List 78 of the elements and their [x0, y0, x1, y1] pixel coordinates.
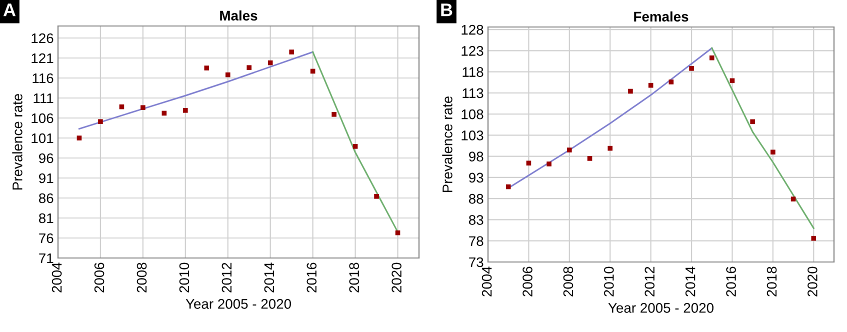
y-tick-label: 78	[469, 236, 484, 246]
y-tick-label: 128	[462, 24, 484, 35]
point	[770, 150, 776, 155]
x-tick-label: 2020	[808, 266, 818, 296]
x-axis-title: Year 2005 - 2020	[186, 298, 291, 309]
x-tick-label: 2018	[766, 266, 777, 296]
point	[628, 88, 633, 94]
chart-title: Females	[634, 11, 688, 22]
y-tick-label: 121	[32, 53, 54, 64]
text: A	[3, 4, 16, 16]
point	[352, 144, 358, 149]
x-tick-label: 2006	[94, 262, 104, 292]
point	[225, 72, 230, 78]
point	[204, 66, 210, 70]
point	[183, 108, 188, 113]
y-tick-label: 93	[469, 172, 484, 183]
point	[709, 55, 714, 60]
x-tick-label: 2010	[604, 266, 614, 296]
y-axis-title: Prevalence rate	[12, 94, 22, 190]
x-tick-label: 2020	[392, 262, 402, 292]
line-series	[711, 47, 814, 229]
x-tick-label: 2006	[522, 266, 532, 296]
chart-title: Males	[220, 10, 258, 21]
x-tick-label: 2018	[349, 262, 360, 292]
point	[374, 194, 379, 199]
y-tick-label: 71	[39, 253, 54, 264]
y-tick-label: 81	[38, 213, 54, 224]
y-tick-label: 96	[39, 153, 54, 164]
point	[506, 184, 511, 190]
y-tick-label: 111	[34, 93, 54, 104]
point	[526, 160, 532, 166]
point	[76, 136, 82, 140]
point	[689, 66, 694, 71]
point	[811, 236, 816, 241]
y-tick-label: 86	[38, 193, 54, 204]
point	[98, 119, 103, 124]
y-tick-label: 73	[469, 257, 484, 268]
y-tick-label: 108	[462, 109, 484, 120]
x-tick-label: 2014	[264, 262, 274, 292]
x-tick-label: 2008	[563, 266, 574, 296]
y-tick-label: 76	[39, 233, 54, 244]
point	[332, 112, 336, 117]
y-tick-label: 103	[462, 130, 484, 140]
point	[268, 60, 273, 66]
x-tick-label: 2012	[644, 266, 655, 296]
text: B	[441, 4, 452, 16]
y-tick-label: 88	[468, 194, 484, 204]
point	[668, 80, 674, 84]
x-tick-label: 2012	[222, 262, 232, 292]
y-tick-label: 123	[462, 46, 484, 56]
x-tick-label: 2004	[52, 262, 62, 292]
y-tick-label: 91	[39, 173, 54, 184]
x-tick-label: 2016	[726, 266, 736, 296]
point	[546, 162, 552, 166]
y-tick-label: 106	[32, 113, 54, 124]
y-tick-label: 118	[462, 67, 484, 77]
line-series	[78, 51, 314, 130]
y-tick-label: 98	[469, 152, 484, 162]
y-tick-label: 101	[32, 133, 54, 144]
x-tick-label: 2010	[179, 262, 190, 292]
x-tick-label: 2004	[482, 266, 492, 296]
point	[790, 196, 796, 202]
y-axis-title: Prevalence rate	[442, 96, 452, 192]
point	[608, 146, 613, 151]
point	[246, 65, 252, 70]
x-tick-label: 2008	[136, 262, 147, 292]
point	[289, 50, 294, 54]
y-tick-label: 116	[32, 73, 54, 84]
y-tick-label: 126	[32, 33, 54, 44]
y-tick-label: 83	[468, 215, 484, 225]
y-tick-label: 113	[462, 88, 484, 98]
point	[750, 119, 755, 124]
point	[140, 105, 146, 110]
x-tick-label: 2016	[306, 262, 317, 292]
point	[587, 156, 592, 161]
x-axis-title: Year 2005 - 2020	[608, 302, 714, 313]
point	[567, 148, 572, 152]
x-tick-label: 2014	[685, 266, 696, 296]
